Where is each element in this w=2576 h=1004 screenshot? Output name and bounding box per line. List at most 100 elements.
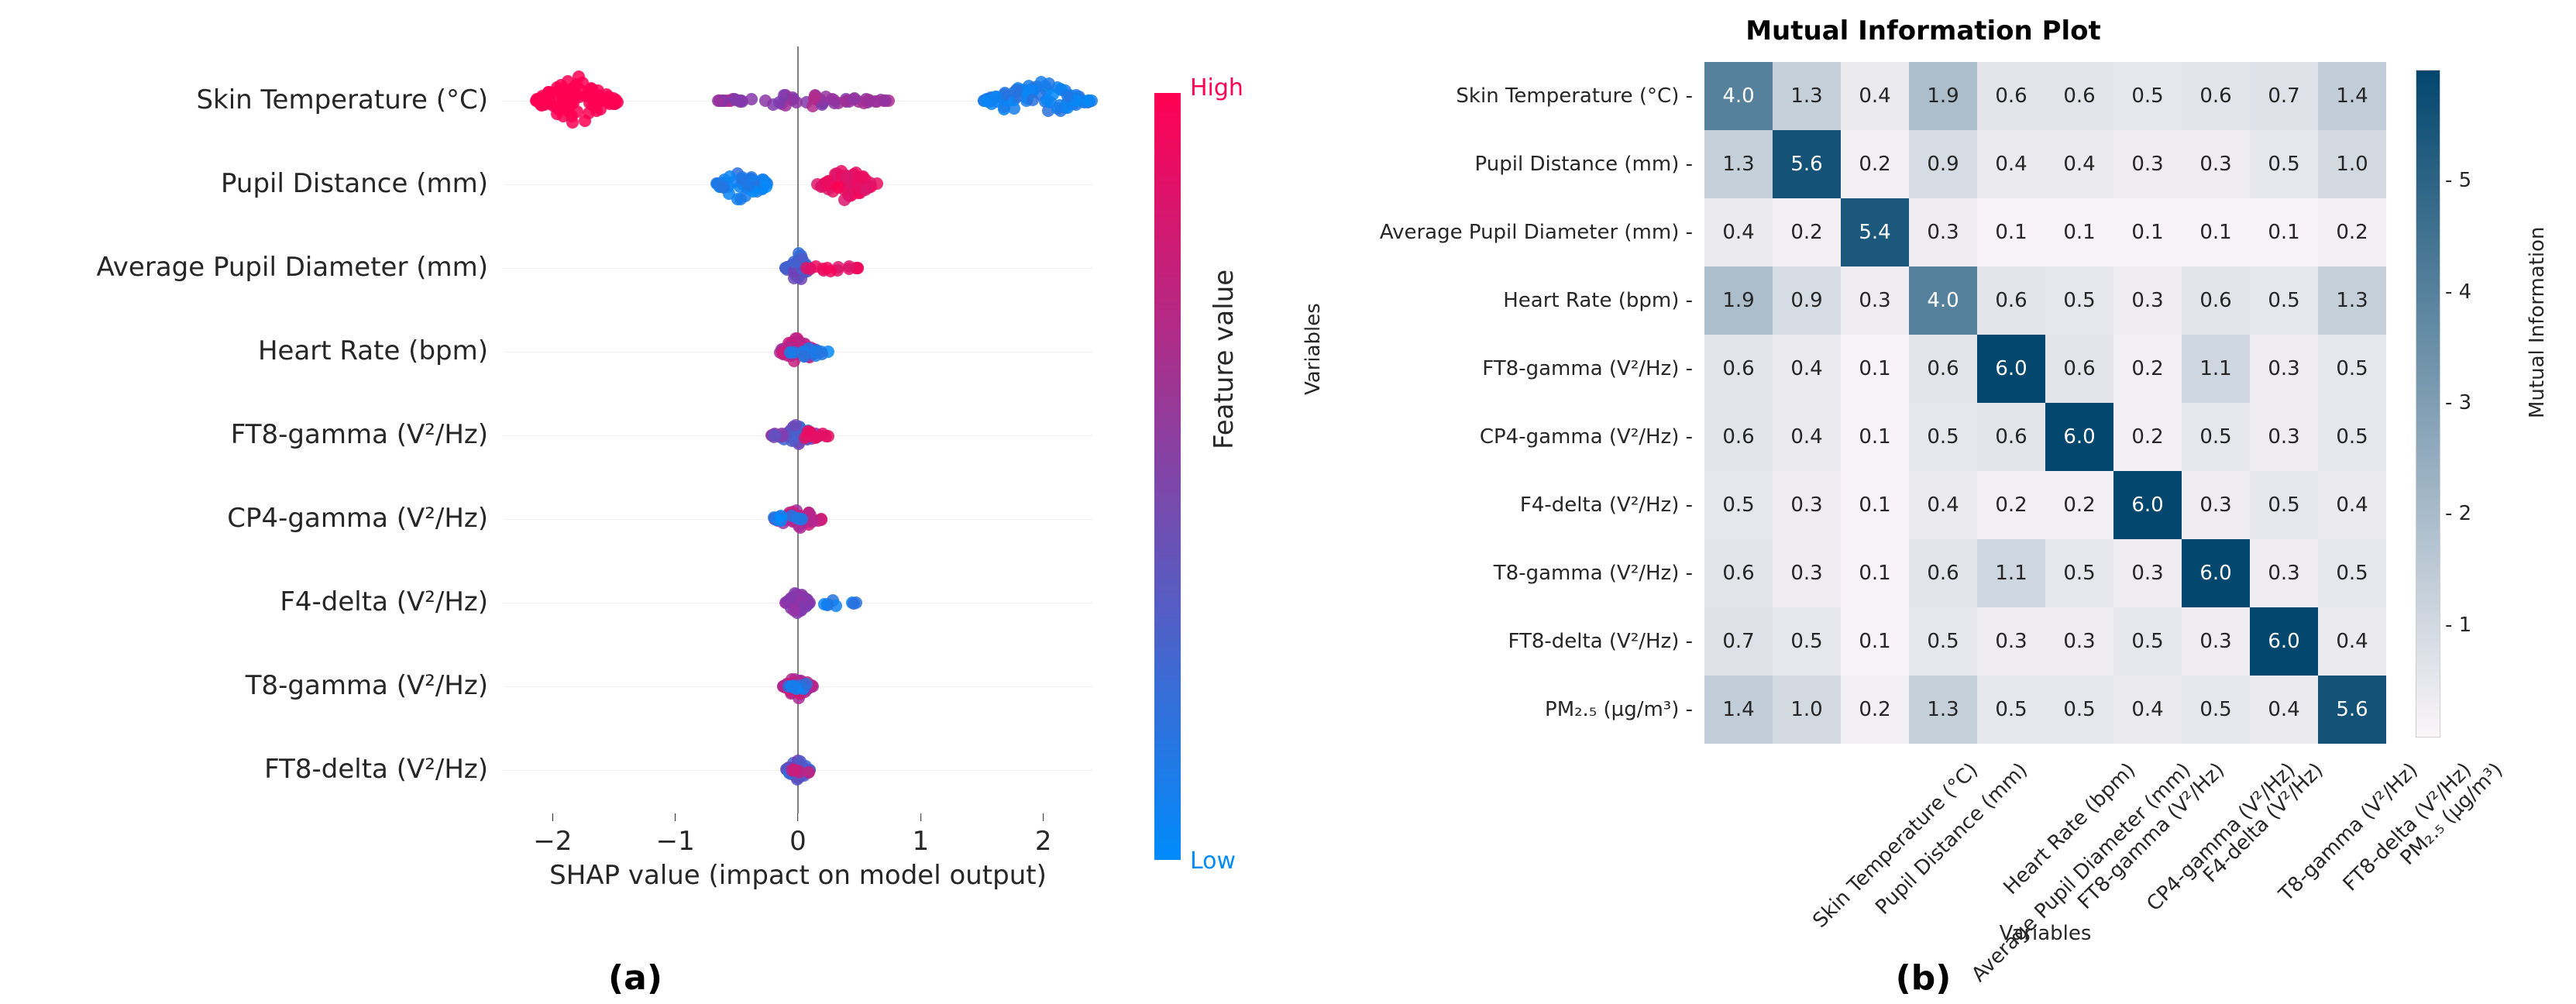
heatmap-grid: 4.01.30.41.90.60.60.50.60.71.41.35.60.20… — [1704, 62, 2386, 744]
heatmap-cell: 0.6 — [1909, 335, 1977, 403]
shap-point — [796, 513, 808, 525]
heatmap-y-axis-title: Variables — [1302, 303, 1325, 395]
shap-point — [789, 419, 802, 432]
heatmap-cell: 0.3 — [2113, 266, 2182, 335]
heatmap-cell: 0.5 — [2250, 266, 2318, 335]
shap-point — [742, 180, 755, 192]
shap-point — [717, 181, 729, 193]
shap-point — [787, 681, 800, 693]
shap-point — [1082, 95, 1095, 107]
shap-x-tick: −2 — [533, 813, 572, 857]
shap-point — [848, 597, 860, 610]
heatmap-cell: 1.3 — [1704, 130, 1773, 198]
shap-row — [504, 747, 1092, 793]
heatmap-cell: 0.1 — [2045, 198, 2113, 266]
heatmap-y-label: FT8-delta (V²/Hz) - — [1271, 630, 1693, 653]
heatmap-cell: 0.6 — [2182, 266, 2250, 335]
shap-point — [760, 181, 772, 193]
shap-point — [820, 91, 832, 103]
heatmap-cell: 0.5 — [2318, 335, 2386, 403]
shap-x-axis-label: SHAP value (impact on model output) — [504, 860, 1092, 891]
heatmap-cell: 0.3 — [1841, 266, 1909, 335]
heatmap-cell: 0.5 — [2045, 539, 2113, 607]
heatmap-cell: 0.6 — [2045, 335, 2113, 403]
shap-point — [1010, 84, 1023, 96]
shap-feature-label: F4-delta (V²/Hz) — [0, 586, 488, 617]
shap-x-tick: 1 — [913, 813, 930, 857]
shap-point — [1027, 94, 1039, 106]
shap-point — [818, 598, 831, 610]
heatmap-cell: 5.6 — [1773, 130, 1841, 198]
heatmap-cell: 6.0 — [2182, 539, 2250, 607]
heatmap-cell: 4.0 — [1909, 266, 1977, 335]
heatmap-cell: 0.5 — [2182, 676, 2250, 744]
shap-point — [842, 188, 855, 201]
heatmap-cell: 0.5 — [1909, 607, 1977, 676]
heatmap-colorbar-tick: - 5 — [2445, 169, 2471, 192]
heatmap-colorbar-tick: - 2 — [2445, 502, 2471, 525]
shap-row — [504, 161, 1092, 208]
heatmap-cell: 0.1 — [1977, 198, 2045, 266]
shap-point — [841, 170, 853, 182]
figure-root: Skin Temperature (°C)Pupil Distance (mm)… — [0, 0, 2576, 1004]
heatmap-y-label: FT8-gamma (V²/Hz) - — [1271, 357, 1693, 380]
heatmap-colorbar-title: Mutual Information — [2526, 226, 2549, 418]
heatmap-cell: 0.6 — [2182, 62, 2250, 130]
shap-feature-label: FT8-gamma (V²/Hz) — [0, 419, 488, 450]
heatmap-cell: 0.4 — [2318, 471, 2386, 539]
heatmap-cell: 0.5 — [2182, 403, 2250, 471]
heatmap-cell: 0.6 — [1977, 62, 2045, 130]
shap-point — [788, 764, 800, 776]
heatmap-cell: 1.4 — [1704, 676, 1773, 744]
shap-point — [857, 171, 869, 184]
shap-point — [759, 95, 772, 107]
shap-point — [574, 84, 586, 96]
heatmap-cell: 1.9 — [1909, 62, 1977, 130]
heatmap-cell: 0.3 — [2250, 335, 2318, 403]
heatmap-cell: 1.1 — [2182, 335, 2250, 403]
heatmap-y-label: F4-delta (V²/Hz) - — [1271, 493, 1693, 517]
heatmap-cell: 0.2 — [1841, 130, 1909, 198]
shap-row — [504, 663, 1092, 710]
shap-point — [562, 75, 574, 88]
heatmap-cell: 0.3 — [2250, 539, 2318, 607]
heatmap-cell: 0.5 — [2250, 130, 2318, 198]
heatmap-cell: 0.1 — [1841, 335, 1909, 403]
heatmap-colorbar — [2416, 70, 2440, 738]
shap-feature-label: Skin Temperature (°C) — [0, 84, 488, 115]
shap-row — [504, 245, 1092, 291]
shap-x-tick: −1 — [656, 813, 695, 857]
heatmap-cell: 0.4 — [1909, 471, 1977, 539]
heatmap-cell: 1.0 — [2318, 130, 2386, 198]
heatmap-cell: 0.4 — [1773, 403, 1841, 471]
heatmap-cell: 0.2 — [1773, 198, 1841, 266]
heatmap-cell: 1.0 — [1773, 676, 1841, 744]
heatmap-cell: 0.2 — [2113, 403, 2182, 471]
heatmap-cell: 0.6 — [1704, 335, 1773, 403]
heatmap-cell: 0.4 — [1841, 62, 1909, 130]
heatmap-colorbar-tick: - 4 — [2445, 280, 2471, 304]
shap-point — [557, 110, 569, 122]
heatmap-cell: 0.1 — [1841, 471, 1909, 539]
shap-point — [824, 265, 837, 277]
shap-point — [712, 95, 724, 107]
heatmap-cell: 0.1 — [2113, 198, 2182, 266]
sub-label-b: (b) — [1271, 958, 2576, 998]
heatmap-cell: 0.3 — [2182, 471, 2250, 539]
heatmap-y-label: Heart Rate (bpm) - — [1271, 289, 1693, 312]
heatmap-title: Mutual Information Plot — [1271, 15, 2576, 46]
heatmap-cell: 0.7 — [2250, 62, 2318, 130]
heatmap-cell: 0.5 — [2113, 607, 2182, 676]
heatmap-cell: 6.0 — [1977, 335, 2045, 403]
shap-point — [1041, 95, 1054, 107]
heatmap-cell: 0.2 — [2045, 471, 2113, 539]
heatmap-cell: 0.4 — [1704, 198, 1773, 266]
heatmap-cell: 0.4 — [2250, 676, 2318, 744]
heatmap-cell: 0.9 — [1909, 130, 1977, 198]
shap-feature-label: T8-gamma (V²/Hz) — [0, 670, 488, 701]
heatmap-cell: 0.7 — [1704, 607, 1773, 676]
shap-point — [869, 95, 882, 108]
shap-point — [800, 262, 813, 274]
heatmap-cell: 0.5 — [2113, 62, 2182, 130]
heatmap-cell: 0.3 — [2250, 403, 2318, 471]
